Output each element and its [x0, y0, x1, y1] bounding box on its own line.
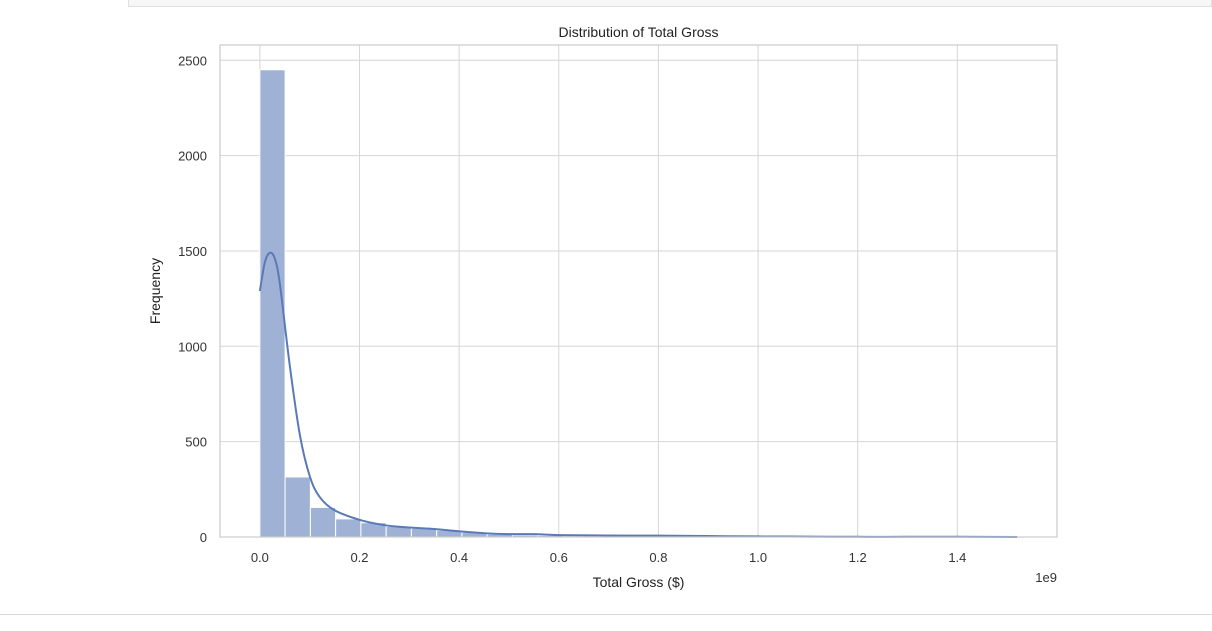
histogram-bar — [309, 506, 337, 538]
kde-curve — [258, 251, 1018, 538]
x-axis-offset-label: 1e9 — [1035, 570, 1057, 585]
x-tick-label: 1.4 — [948, 550, 966, 565]
histogram-bar — [335, 518, 362, 538]
output-divider — [0, 614, 1212, 615]
x-tick-label: 1.0 — [749, 550, 767, 565]
y-tick-labels: 0 500 1000 1500 2000 2500 — [178, 53, 207, 545]
x-tick-label: 1.2 — [849, 550, 867, 565]
x-tick-label: 0.4 — [450, 550, 468, 565]
x-tick-label: 0.8 — [649, 550, 667, 565]
y-tick-label: 0 — [200, 530, 207, 545]
plot-frame — [219, 44, 1058, 538]
x-tick-label: 0.2 — [350, 550, 368, 565]
y-axis-label: Frequency — [147, 258, 163, 324]
x-tick-label: 0.0 — [251, 550, 269, 565]
histogram-bar — [284, 476, 311, 538]
grid-lines — [220, 45, 1057, 538]
y-tick-label: 500 — [185, 435, 207, 450]
histogram-bars — [259, 69, 1019, 538]
y-tick-label: 2000 — [178, 149, 207, 164]
x-axis-label: Total Gross ($) — [593, 574, 685, 590]
y-tick-label: 2500 — [178, 53, 207, 68]
x-tick-labels: 0.0 0.2 0.4 0.6 0.8 1.0 1.2 1.4 — [251, 550, 967, 565]
chart-title: Distribution of Total Gross — [558, 24, 718, 40]
x-tick-label: 0.6 — [550, 550, 568, 565]
histogram-bar — [259, 69, 286, 538]
y-tick-label: 1500 — [178, 244, 207, 259]
y-tick-label: 1000 — [178, 339, 207, 354]
